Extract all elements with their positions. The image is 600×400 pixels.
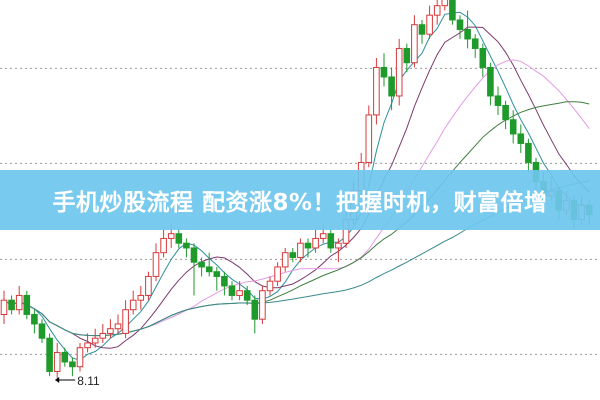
banner-text: 手机炒股流程 配资涨8%！把握时机，财富倍增 bbox=[52, 190, 548, 216]
candle-down bbox=[46, 337, 53, 372]
candle-up bbox=[373, 66, 380, 116]
candle-up bbox=[259, 290, 266, 320]
promo-banner: 手机炒股流程 配资涨8%！把握时机，财富倍增 bbox=[0, 170, 600, 230]
candle-up bbox=[129, 299, 137, 311]
candle-down bbox=[327, 233, 335, 249]
candle-down bbox=[183, 242, 190, 249]
candle-up bbox=[160, 237, 167, 254]
candle-down bbox=[456, 19, 464, 30]
candle-down bbox=[494, 95, 502, 106]
candle-down bbox=[251, 299, 259, 320]
candle-down bbox=[502, 104, 509, 121]
ma10-line bbox=[3, 26, 590, 349]
candle-up bbox=[137, 294, 145, 301]
candle-up bbox=[76, 347, 84, 368]
candle-down bbox=[69, 361, 76, 368]
candle-up bbox=[107, 328, 114, 334]
candle-down bbox=[509, 119, 517, 135]
candle-up bbox=[99, 332, 107, 339]
candle-down bbox=[205, 266, 213, 273]
candle-up bbox=[312, 237, 319, 249]
candle-up bbox=[297, 242, 304, 258]
candle-down bbox=[464, 28, 471, 40]
candle-down bbox=[243, 290, 251, 301]
low-price-label: 8.11 bbox=[77, 374, 100, 388]
candle-down bbox=[418, 24, 426, 35]
candle-down bbox=[304, 242, 312, 249]
candle-down bbox=[221, 275, 228, 287]
candle-down bbox=[380, 66, 388, 78]
candle-down bbox=[289, 252, 297, 258]
candle-up bbox=[335, 242, 342, 249]
candle-up bbox=[114, 323, 122, 330]
candle-up bbox=[426, 14, 433, 35]
candle-up bbox=[274, 266, 281, 282]
candle-up bbox=[152, 252, 160, 277]
candle-up bbox=[145, 275, 152, 296]
candle-up bbox=[281, 252, 289, 268]
candle-up bbox=[411, 24, 418, 64]
candle-up bbox=[15, 294, 23, 311]
candle-up bbox=[395, 47, 403, 97]
candle-up bbox=[0, 299, 8, 315]
ma5-line bbox=[3, 11, 590, 361]
candle-down bbox=[487, 66, 494, 97]
candle-up bbox=[266, 280, 274, 292]
candle-down bbox=[388, 76, 395, 97]
candle-up bbox=[365, 114, 373, 163]
candle-down bbox=[23, 294, 31, 315]
candle-up bbox=[167, 233, 175, 239]
candle-down bbox=[403, 47, 411, 64]
candle-down bbox=[471, 38, 479, 49]
candle-up bbox=[53, 351, 61, 372]
candle-up bbox=[91, 337, 99, 344]
candle-down bbox=[61, 351, 69, 363]
candle-down bbox=[525, 142, 532, 163]
candle-up bbox=[433, 5, 441, 16]
candle-down bbox=[213, 271, 221, 277]
candle-down bbox=[8, 299, 15, 311]
candle-down bbox=[198, 261, 205, 268]
candle-up bbox=[441, 0, 449, 7]
candle-down bbox=[38, 323, 46, 339]
candle-up bbox=[319, 233, 327, 239]
candle-down bbox=[517, 133, 525, 144]
candle-up bbox=[236, 290, 243, 296]
candle-down bbox=[175, 233, 183, 244]
candle-down bbox=[228, 285, 236, 296]
candle-up bbox=[84, 342, 91, 349]
candle-down bbox=[479, 47, 487, 68]
candle-down bbox=[190, 247, 198, 263]
candle-down bbox=[449, 0, 456, 21]
low-arrow-icon bbox=[55, 377, 60, 383]
candle-up bbox=[122, 309, 129, 334]
candle-down bbox=[31, 313, 38, 325]
